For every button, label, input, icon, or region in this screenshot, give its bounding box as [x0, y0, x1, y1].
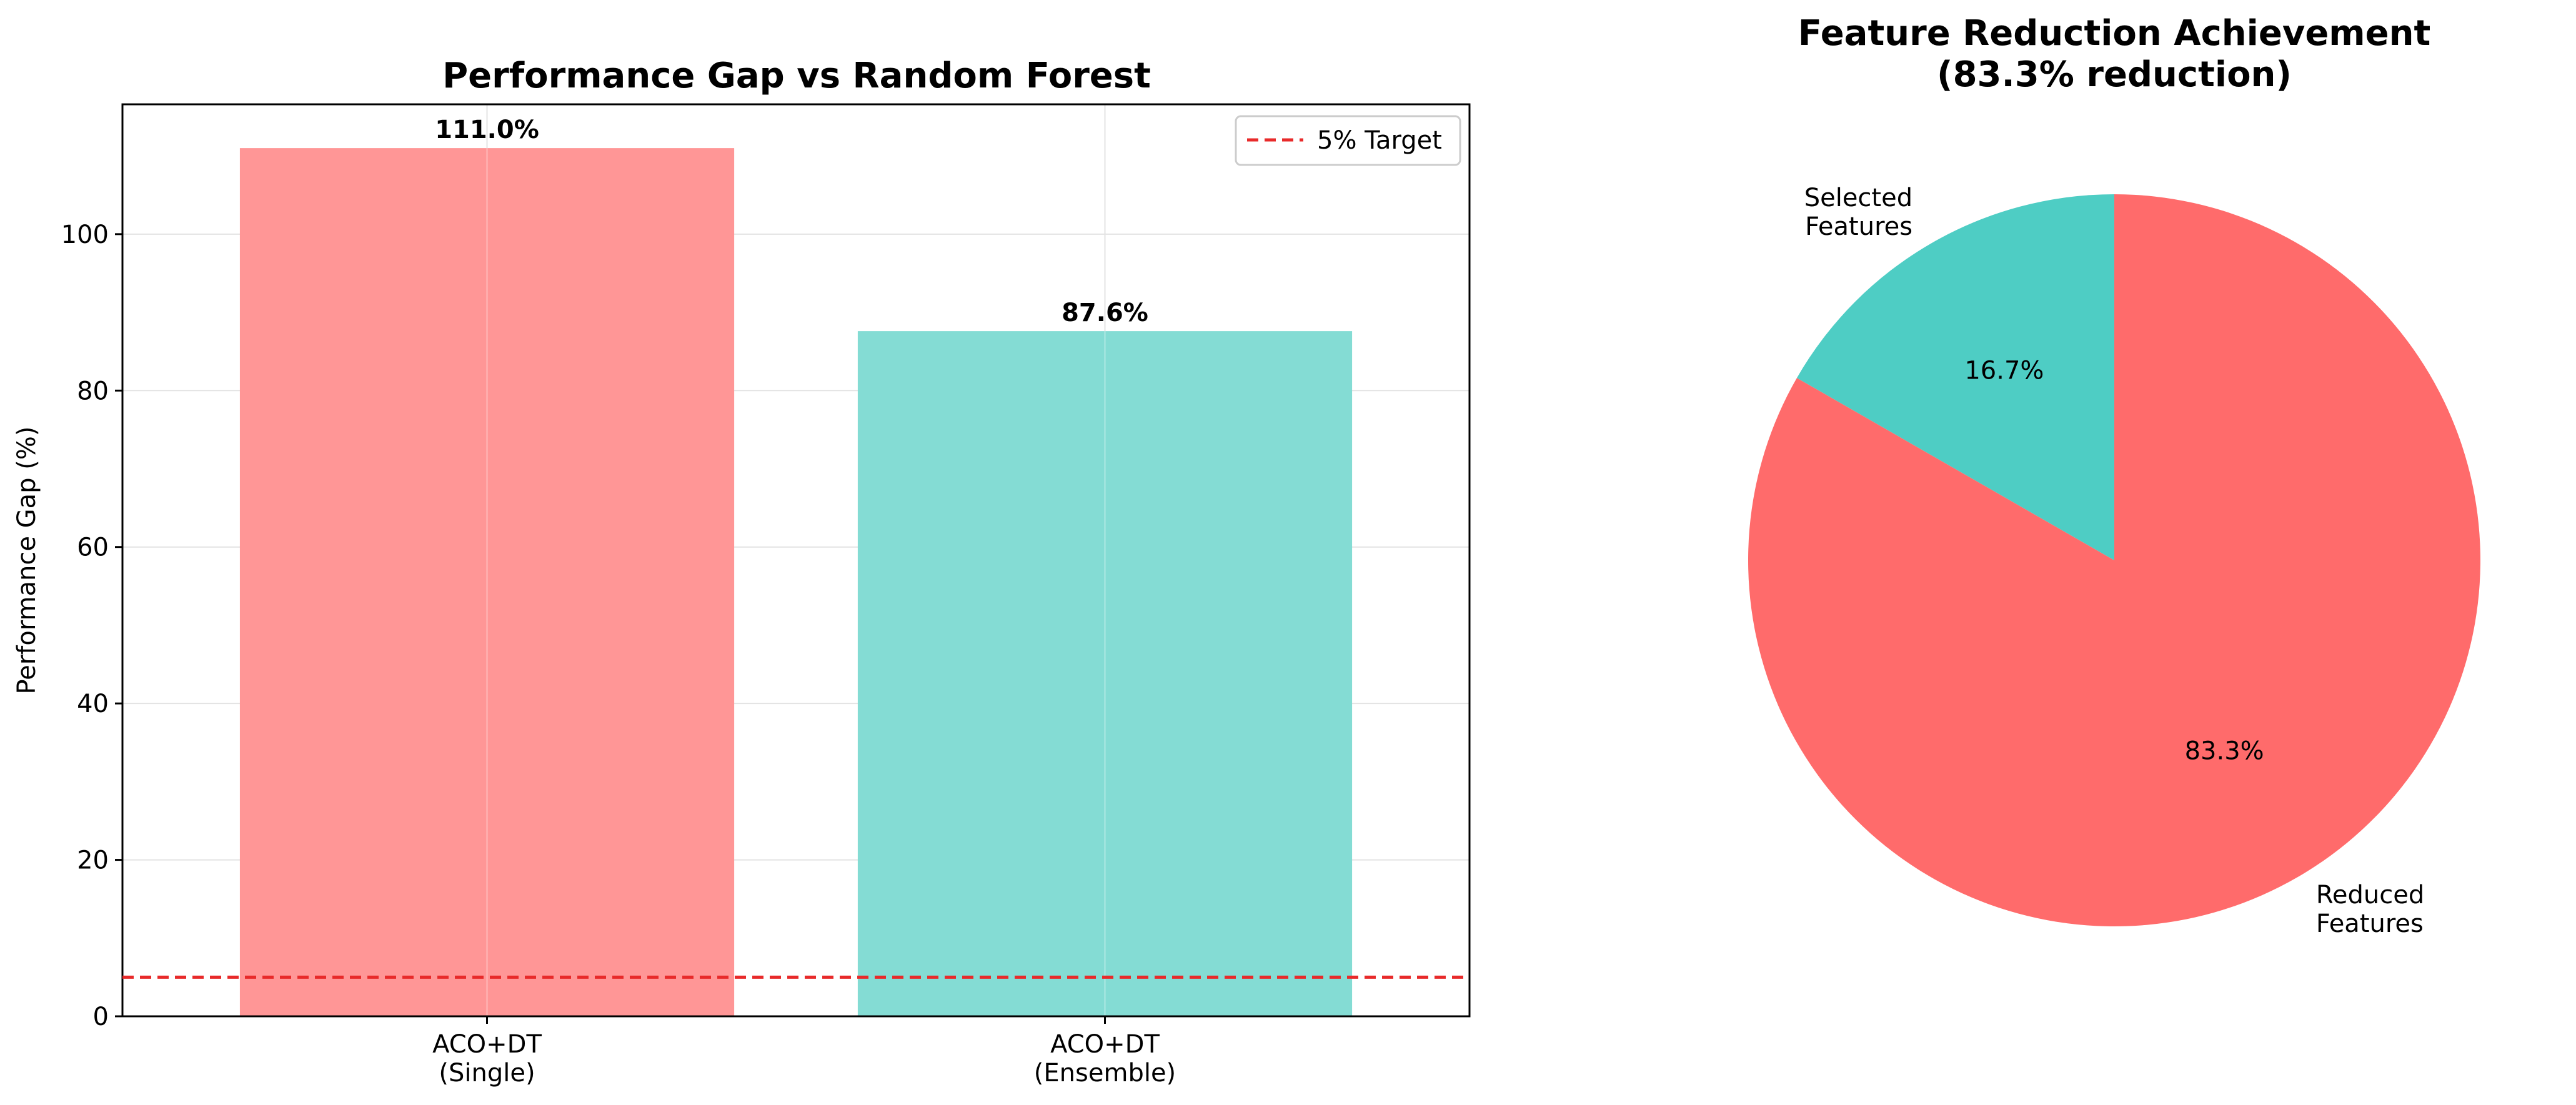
y-tick-label: 100	[61, 221, 109, 249]
bar-value-label: 111.0%	[435, 116, 539, 144]
bar	[857, 331, 1353, 1016]
bar-chart-bars	[239, 148, 1353, 1016]
pie-category-label: Reduced Features	[2316, 881, 2424, 938]
pie-category-label: Selected Features	[1804, 184, 1912, 241]
y-tick-label: 80	[77, 377, 109, 405]
bar-chart: Performance Gap vs Random Forest 111.0% 8…	[12, 56, 1471, 1088]
bar-value-labels: 111.0% 87.6%	[435, 116, 1148, 327]
pie-chart-labels: 16.7% Selected Features 83.3% Reduced Feature…	[1804, 184, 2425, 938]
y-tick-label: 0	[93, 1003, 109, 1031]
pie-percent-label: 83.3%	[2185, 736, 2264, 765]
y-tick-label: 20	[77, 846, 109, 875]
pie-slice	[1748, 194, 2480, 926]
pie-chart-slices	[1748, 194, 2480, 926]
bar-chart-y-axis-label: Performance Gap (%)	[12, 426, 41, 694]
y-tick-label: 40	[77, 690, 109, 718]
x-tick-label: ACO+DT (Ensemble)	[1034, 1030, 1176, 1088]
bar-chart-y-ticks: 0 20 40 60 80 100	[61, 221, 122, 1031]
pie-percent-label: 16.7%	[1964, 357, 2044, 385]
bar-value-label: 87.6%	[1062, 299, 1148, 327]
bar-chart-legend: 5% Target	[1235, 115, 1461, 166]
bar-chart-x-ticks: ACO+DT (Single) ACO+DT (Ensemble)	[432, 1016, 1176, 1088]
legend-frame	[1235, 115, 1461, 166]
pie-chart-title: Feature Reduction Achievement (83.3% redu…	[1798, 13, 2431, 95]
bar	[239, 148, 735, 1016]
y-tick-label: 60	[77, 533, 109, 562]
legend-label: 5% Target	[1317, 126, 1442, 155]
bar-chart-axes-frame	[121, 103, 1471, 1018]
bar-chart-title: Performance Gap vs Random Forest	[442, 56, 1151, 96]
pie-chart: Feature Reduction Achievement (83.3% redu…	[1748, 13, 2480, 938]
pie-slice	[1796, 194, 2114, 560]
x-tick-label: ACO+DT (Single)	[432, 1030, 542, 1088]
